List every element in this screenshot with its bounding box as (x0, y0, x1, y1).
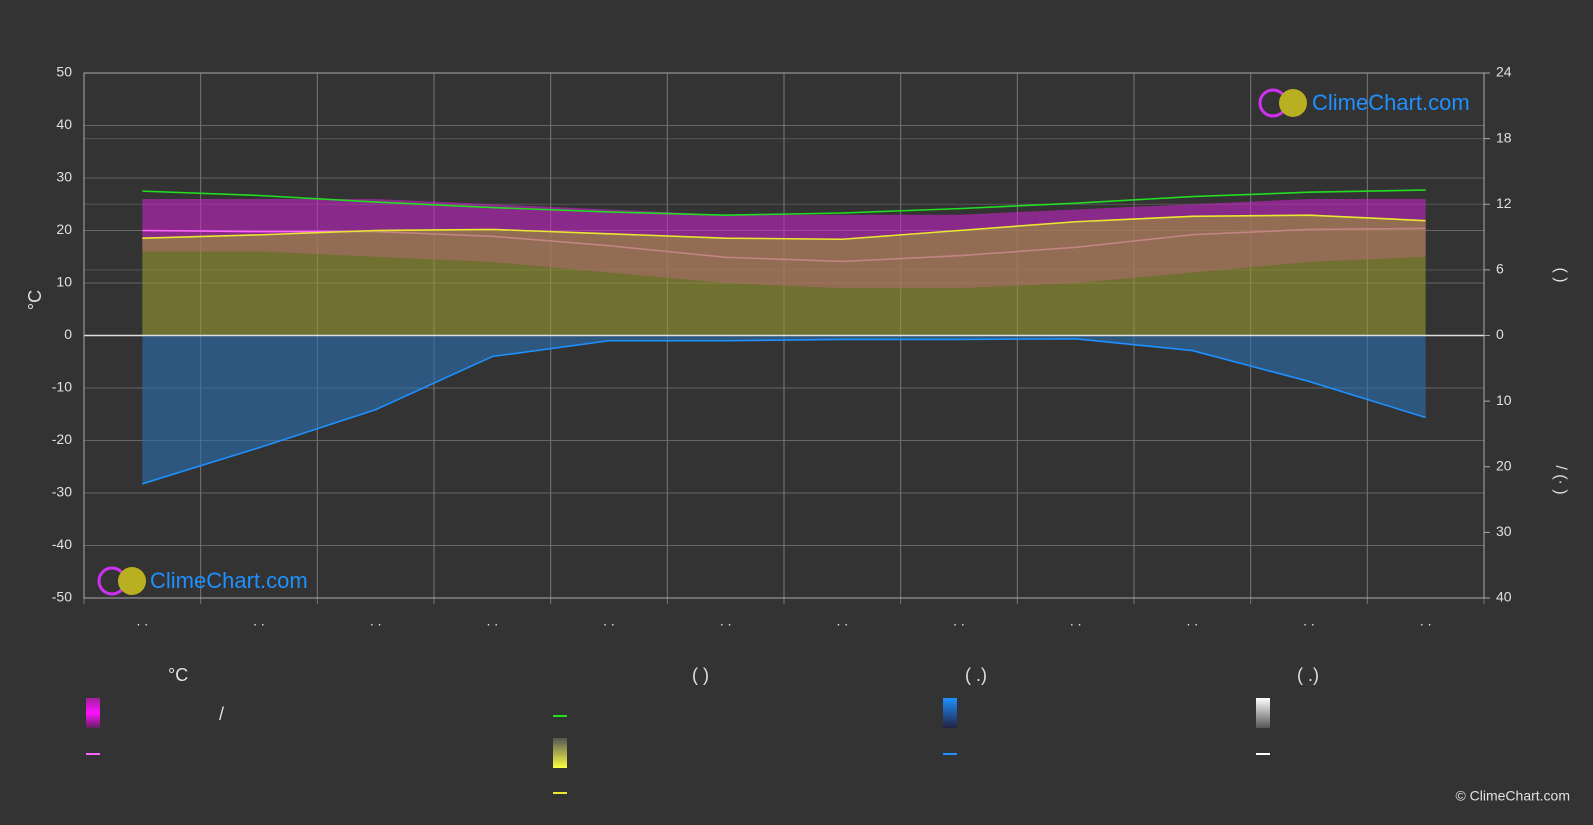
plot-area: 50 40 30 20 10 0 -10 -20 -30 -40 -50 24 18 12 6 0 10 20 30… (52, 64, 1512, 629)
x-tick-label: . . (1420, 613, 1432, 629)
watermark: ClimeChart.com (1312, 90, 1470, 115)
x-tick-label: . . (1303, 613, 1315, 629)
y-tick-label: -30 (52, 484, 72, 500)
line (142, 189, 1426, 216)
y3-axis-label: / (· ) (1552, 465, 1569, 494)
legend-header: °C (168, 665, 188, 685)
area (142, 335, 1426, 484)
y-tick-label: -20 (52, 431, 72, 447)
legend-swatch (943, 698, 957, 728)
x-tick-label: . . (720, 613, 732, 629)
y2-tick-label: 6 (1496, 261, 1504, 277)
x-tick-label: . . (370, 613, 382, 629)
x-tick-label: . . (1070, 613, 1082, 629)
y2-tick-label: 12 (1496, 195, 1512, 211)
x-tick-label: . . (953, 613, 965, 629)
y-tick-label: -40 (52, 536, 72, 552)
legend-header: ( ) (692, 665, 709, 685)
x-tick-label: . . (603, 613, 615, 629)
area (142, 215, 1426, 336)
y2-axis-label: ( ) (1552, 267, 1569, 282)
y2-tick-label: 0 (1496, 326, 1504, 342)
legend-swatch (1256, 698, 1270, 728)
x-tick-label: . . (253, 613, 265, 629)
y3-tick-label: 40 (1496, 589, 1512, 605)
y3-tick-label: 20 (1496, 457, 1512, 473)
x-tick-label: . . (836, 613, 848, 629)
legend-text: / (219, 704, 224, 724)
y-tick-label: -50 (52, 589, 72, 605)
y-tick-label: 30 (56, 169, 72, 185)
y-tick-label: 10 (56, 274, 72, 290)
x-tick-label: . . (1186, 613, 1198, 629)
y-tick-label: 50 (56, 64, 72, 80)
copyright: © ClimeChart.com (1455, 788, 1570, 804)
watermark: ClimeChart.com (150, 568, 308, 593)
y-tick-label: 20 (56, 221, 72, 237)
y-tick-label: -10 (52, 379, 72, 395)
legend-swatch (553, 738, 567, 768)
logo: ClimeChart.com (1258, 88, 1470, 118)
y3-tick-label: 30 (1496, 523, 1512, 539)
y-tick-label: 0 (64, 326, 72, 342)
line (142, 337, 1426, 485)
x-tick-label: . . (486, 613, 498, 629)
y-tick-label: 40 (56, 116, 72, 132)
legend-swatch (86, 698, 100, 728)
y-axis-label: °C (25, 290, 45, 310)
logo: ClimeChart.com (97, 566, 308, 596)
y2-tick-label: 24 (1496, 64, 1512, 80)
x-tick-label: . . (136, 613, 148, 629)
y2-tick-label: 18 (1496, 129, 1512, 145)
legend-header: ( .) (1297, 665, 1319, 685)
y3-tick-label: 10 (1496, 392, 1512, 408)
plot-frame (83, 72, 1485, 599)
line (142, 214, 1426, 241)
legend-header: ( .) (965, 665, 987, 685)
